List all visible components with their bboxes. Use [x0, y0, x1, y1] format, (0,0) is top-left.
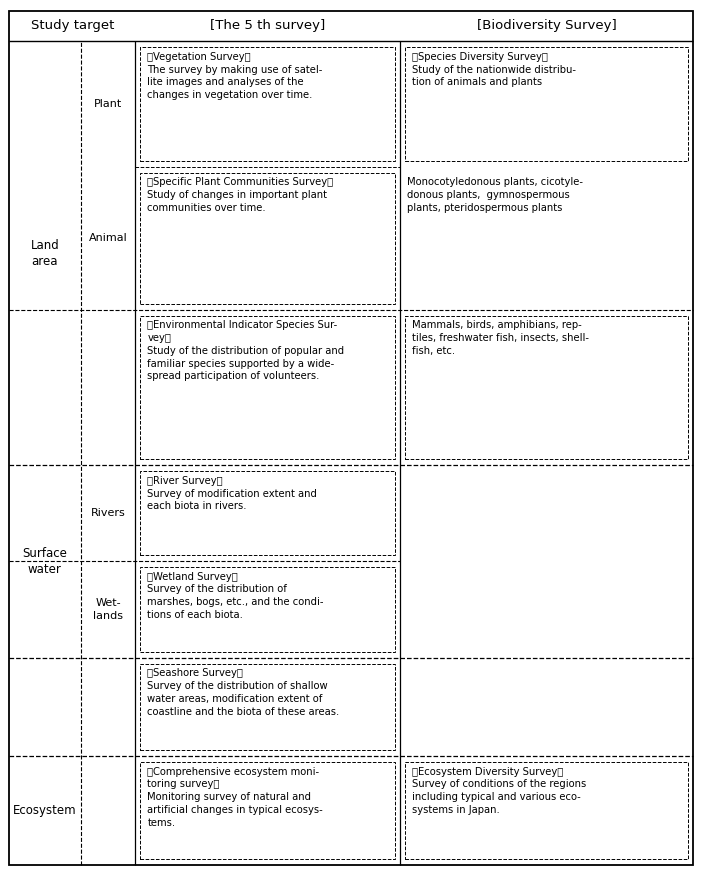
Bar: [140, 762, 395, 859]
Bar: [405, 316, 688, 459]
Text: 〈Comprehensive ecosystem moni-
toring survey〉
Monitoring survey of natural and
a: 〈Comprehensive ecosystem moni- toring su…: [147, 766, 323, 828]
Text: Mammals, birds, amphibians, rep-
tiles, freshwater fish, insects, shell-
fish, e: Mammals, birds, amphibians, rep- tiles, …: [412, 321, 589, 356]
Bar: [405, 47, 688, 161]
Text: Land
area: Land area: [31, 238, 59, 268]
Text: Rivers: Rivers: [91, 508, 126, 519]
Text: [The 5 th survey]: [The 5 th survey]: [210, 19, 326, 32]
Text: 〈Vegetation Survey〉
The survey by making use of satel-
lite images and analyses : 〈Vegetation Survey〉 The survey by making…: [147, 52, 323, 100]
Text: 〈Wetland Survey〉
Survey of the distribution of
marshes, bogs, etc., and the cond: 〈Wetland Survey〉 Survey of the distribut…: [147, 572, 324, 620]
Text: 〈Seashore Survey〉
Survey of the distribution of shallow
water areas, modificatio: 〈Seashore Survey〉 Survey of the distribu…: [147, 668, 340, 717]
Text: 〈River Survey〉
Survey of modification extent and
each biota in rivers.: 〈River Survey〉 Survey of modification ex…: [147, 476, 317, 512]
Text: Study target: Study target: [31, 19, 114, 32]
Bar: [140, 316, 395, 459]
Text: 〈Environmental Indicator Species Sur-
vey〉
Study of the distribution of popular : 〈Environmental Indicator Species Sur- ve…: [147, 321, 345, 381]
Text: 〈Specific Plant Communities Survey〉
Study of changes in important plant
communit: 〈Specific Plant Communities Survey〉 Stud…: [147, 178, 333, 213]
Text: 〈Ecosystem Diversity Survey〉
Survey of conditions of the regions
including typic: 〈Ecosystem Diversity Survey〉 Survey of c…: [412, 766, 586, 815]
Text: Animal: Animal: [88, 233, 128, 244]
Text: Ecosystem: Ecosystem: [13, 804, 77, 817]
Text: Wet-
lands: Wet- lands: [93, 598, 123, 621]
Bar: [140, 173, 395, 304]
Text: 〈Species Diversity Survey〉
Study of the nationwide distribu-
tion of animals and: 〈Species Diversity Survey〉 Study of the …: [412, 52, 576, 88]
Bar: [140, 568, 395, 652]
Text: Surface
water: Surface water: [22, 547, 67, 576]
Text: [Biodiversity Survey]: [Biodiversity Survey]: [477, 19, 616, 32]
Text: Plant: Plant: [94, 99, 122, 110]
Bar: [140, 664, 395, 750]
Text: Monocotyledonous plants, cicotyle-
donous plants,  gymnospermous
plants, pterido: Monocotyledonous plants, cicotyle- donou…: [407, 178, 583, 213]
Bar: [405, 762, 688, 859]
Bar: [140, 47, 395, 161]
Bar: [140, 471, 395, 555]
